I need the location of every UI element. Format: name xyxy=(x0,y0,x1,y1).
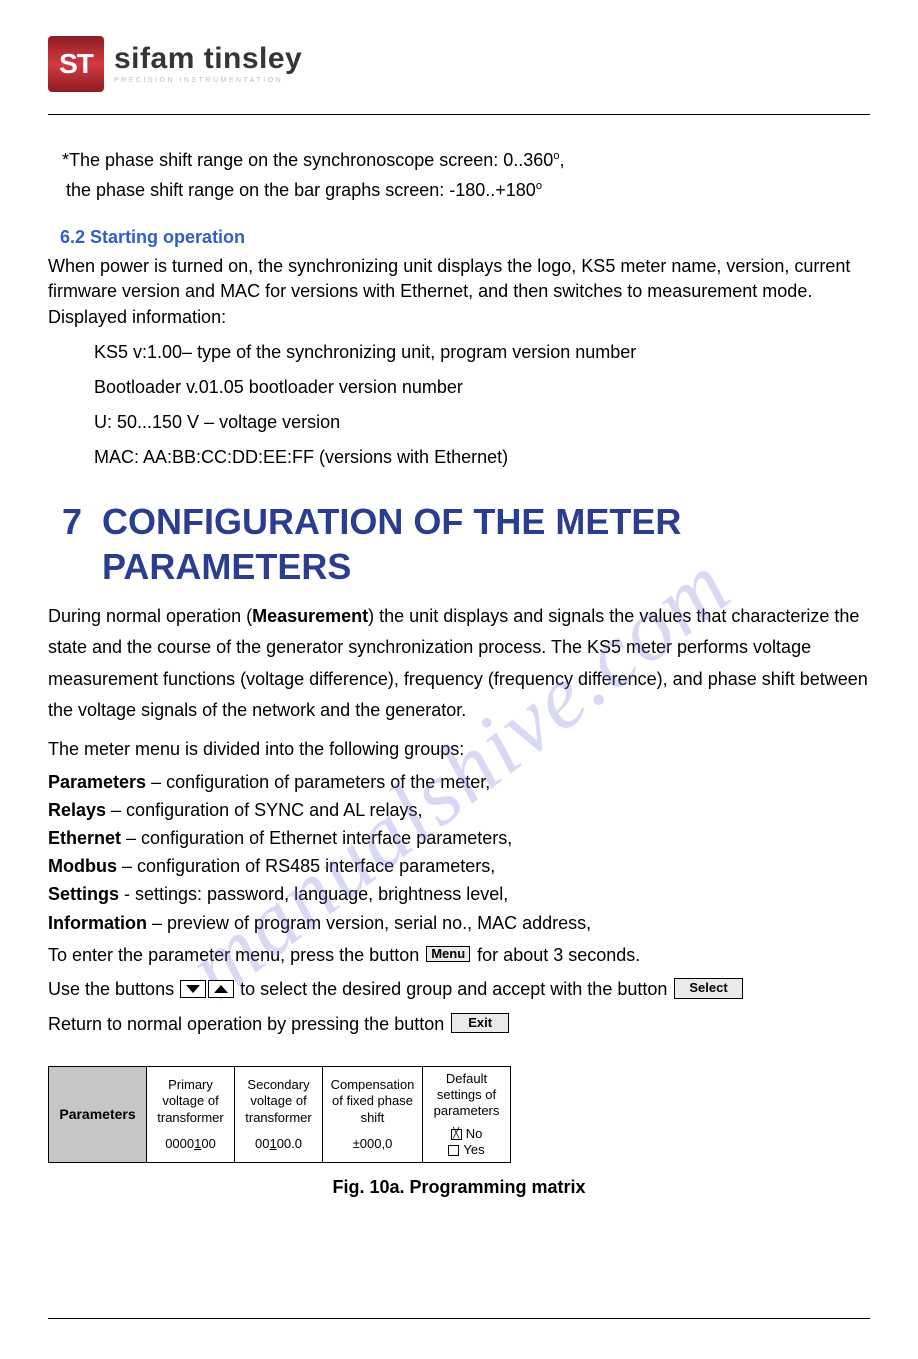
menu-group-5: Information – preview of program version… xyxy=(48,911,870,936)
up-arrow-button-icon xyxy=(208,980,234,998)
menu-group-0-desc: – configuration of parameters of the met… xyxy=(146,772,490,792)
note-line2-pre: the phase shift range on the bar graphs … xyxy=(66,180,536,200)
menu-group-4-desc: - settings: password, language, brightne… xyxy=(119,884,508,904)
col2-val: ±000,0 xyxy=(329,1136,416,1152)
col2-h1: Compensation xyxy=(329,1077,416,1093)
brand-logo: ST sifam tinsley PRECISION INSTRUMENTATI… xyxy=(48,36,870,92)
programming-matrix-table: Parameters Primary voltage of transforme… xyxy=(48,1066,511,1163)
menu-groups-list: Parameters – configuration of parameters… xyxy=(48,770,870,936)
menu-group-1-desc: – configuration of SYNC and AL relays, xyxy=(106,800,423,820)
col1-val-pre: 00 xyxy=(255,1136,269,1151)
col-compensation: Compensation of fixed phase shift ±000,0 xyxy=(323,1066,423,1162)
footer-divider xyxy=(48,1318,870,1319)
intro-pre: During normal operation ( xyxy=(48,606,252,626)
col0-val-pre: 0000 xyxy=(165,1136,194,1151)
section-6-2-para: When power is turned on, the synchronizi… xyxy=(48,254,870,330)
page-header: ST sifam tinsley PRECISION INSTRUMENTATI… xyxy=(48,36,870,104)
select-button-icon: Select xyxy=(674,978,742,998)
menu-group-3-desc: – configuration of RS485 interface param… xyxy=(117,856,495,876)
col-default: Default settings of parameters No Yes xyxy=(423,1066,511,1162)
checkbox-no-icon xyxy=(451,1129,462,1140)
section-7-heading: 7 CONFIGURATION OF THE METER PARAMETERS xyxy=(48,499,870,589)
col-secondary: Secondary voltage of transformer 00100.0 xyxy=(235,1066,323,1162)
phase-shift-note-line1: *The phase shift range on the synchronos… xyxy=(62,147,870,173)
col1-val-u: 1 xyxy=(269,1136,276,1151)
startup-item-1: Bootloader v.01.05 bootloader version nu… xyxy=(94,375,870,400)
enter-menu-instruction: To enter the parameter menu, press the b… xyxy=(48,939,870,971)
col2-h3: shift xyxy=(329,1110,416,1126)
brand-name: sifam tinsley xyxy=(114,44,302,74)
return-pre: Return to normal operation by pressing t… xyxy=(48,1014,449,1034)
col2-h2: of fixed phase xyxy=(329,1093,416,1109)
degree-symbol-2: o xyxy=(536,180,542,192)
col0-val: 0000100 xyxy=(153,1136,228,1152)
startup-item-0: KS5 v:1.00– type of the synchronizing un… xyxy=(94,340,870,365)
section-6-2-title: Starting operation xyxy=(90,227,245,247)
menu-button-icon: Menu xyxy=(426,946,470,962)
col1-val-post: 00.0 xyxy=(277,1136,302,1151)
menu-group-1: Relays – configuration of SYNC and AL re… xyxy=(48,798,870,823)
col1-h3: transformer xyxy=(241,1110,316,1126)
section-6-2-number: 6.2 xyxy=(60,227,85,247)
col3-options: No Yes xyxy=(429,1126,504,1159)
menu-group-2-desc: – configuration of Ethernet interface pa… xyxy=(121,828,512,848)
menu-group-4: Settings - settings: password, language,… xyxy=(48,882,870,907)
down-arrow-button-icon xyxy=(180,980,206,998)
menu-group-0-name: Parameters xyxy=(48,772,146,792)
menu-group-4-name: Settings xyxy=(48,884,119,904)
opt-yes: Yes xyxy=(463,1142,484,1157)
col0-h1: Primary xyxy=(153,1077,228,1093)
opt-no: No xyxy=(466,1126,483,1141)
col1-h1: Secondary xyxy=(241,1077,316,1093)
brand-tagline: PRECISION INSTRUMENTATION xyxy=(114,77,302,84)
section-6-2-heading: 6.2 Starting operation xyxy=(60,227,870,248)
enter-pre: To enter the parameter menu, press the b… xyxy=(48,945,424,965)
menu-group-1-name: Relays xyxy=(48,800,106,820)
startup-item-2: U: 50...150 V – voltage version xyxy=(94,410,870,435)
note-line1-pre: *The phase shift range on the synchronos… xyxy=(62,150,553,170)
menu-group-5-name: Information xyxy=(48,913,147,933)
table-row: Parameters Primary voltage of transforme… xyxy=(49,1066,511,1162)
col-primary: Primary voltage of transformer 0000100 xyxy=(147,1066,235,1162)
brand-text: sifam tinsley PRECISION INSTRUMENTATION xyxy=(114,44,302,84)
col3-h2: settings of xyxy=(429,1087,504,1103)
exit-button-icon: Exit xyxy=(451,1013,509,1033)
use-buttons-instruction: Use the buttons to select the desired gr… xyxy=(48,973,870,1005)
use-pre: Use the buttons xyxy=(48,979,179,999)
logo-badge: ST xyxy=(48,36,104,92)
section-7-intro: During normal operation (Measurement) th… xyxy=(48,601,870,727)
menu-group-3-name: Modbus xyxy=(48,856,117,876)
menu-group-3: Modbus – configuration of RS485 interfac… xyxy=(48,854,870,879)
col0-val-post: 00 xyxy=(201,1136,215,1151)
return-instruction: Return to normal operation by pressing t… xyxy=(48,1008,870,1040)
checkbox-yes-icon xyxy=(448,1145,459,1156)
intro-bold: Measurement xyxy=(252,606,368,626)
menu-group-5-desc: – preview of program version, serial no.… xyxy=(147,913,591,933)
col2-val-pre: ±000 xyxy=(353,1136,382,1151)
note-line1-post: , xyxy=(559,150,564,170)
menu-group-2-name: Ethernet xyxy=(48,828,121,848)
use-mid: to select the desired group and accept w… xyxy=(235,979,672,999)
row-label-cell: Parameters xyxy=(49,1066,147,1162)
enter-post: for about 3 seconds. xyxy=(472,945,640,965)
startup-info-list: KS5 v:1.00– type of the synchronizing un… xyxy=(94,340,870,471)
col0-h3: transformer xyxy=(153,1110,228,1126)
menu-intro: The meter menu is divided into the follo… xyxy=(48,737,870,762)
menu-group-2: Ethernet – configuration of Ethernet int… xyxy=(48,826,870,851)
startup-item-3: MAC: AA:BB:CC:DD:EE:FF (versions with Et… xyxy=(94,445,870,470)
section-7-number: 7 xyxy=(48,499,82,589)
col1-val: 00100.0 xyxy=(241,1136,316,1152)
page-content: manualshive.com *The phase shift range o… xyxy=(48,115,870,1319)
section-7-title: CONFIGURATION OF THE METER PARAMETERS xyxy=(102,499,870,589)
col3-h3: parameters xyxy=(429,1103,504,1119)
col0-h2: voltage of xyxy=(153,1093,228,1109)
col2-val-post: 0 xyxy=(385,1136,392,1151)
col1-h2: voltage of xyxy=(241,1093,316,1109)
phase-shift-note-line2: the phase shift range on the bar graphs … xyxy=(66,177,870,203)
col3-h1: Default xyxy=(429,1071,504,1087)
menu-group-0: Parameters – configuration of parameters… xyxy=(48,770,870,795)
